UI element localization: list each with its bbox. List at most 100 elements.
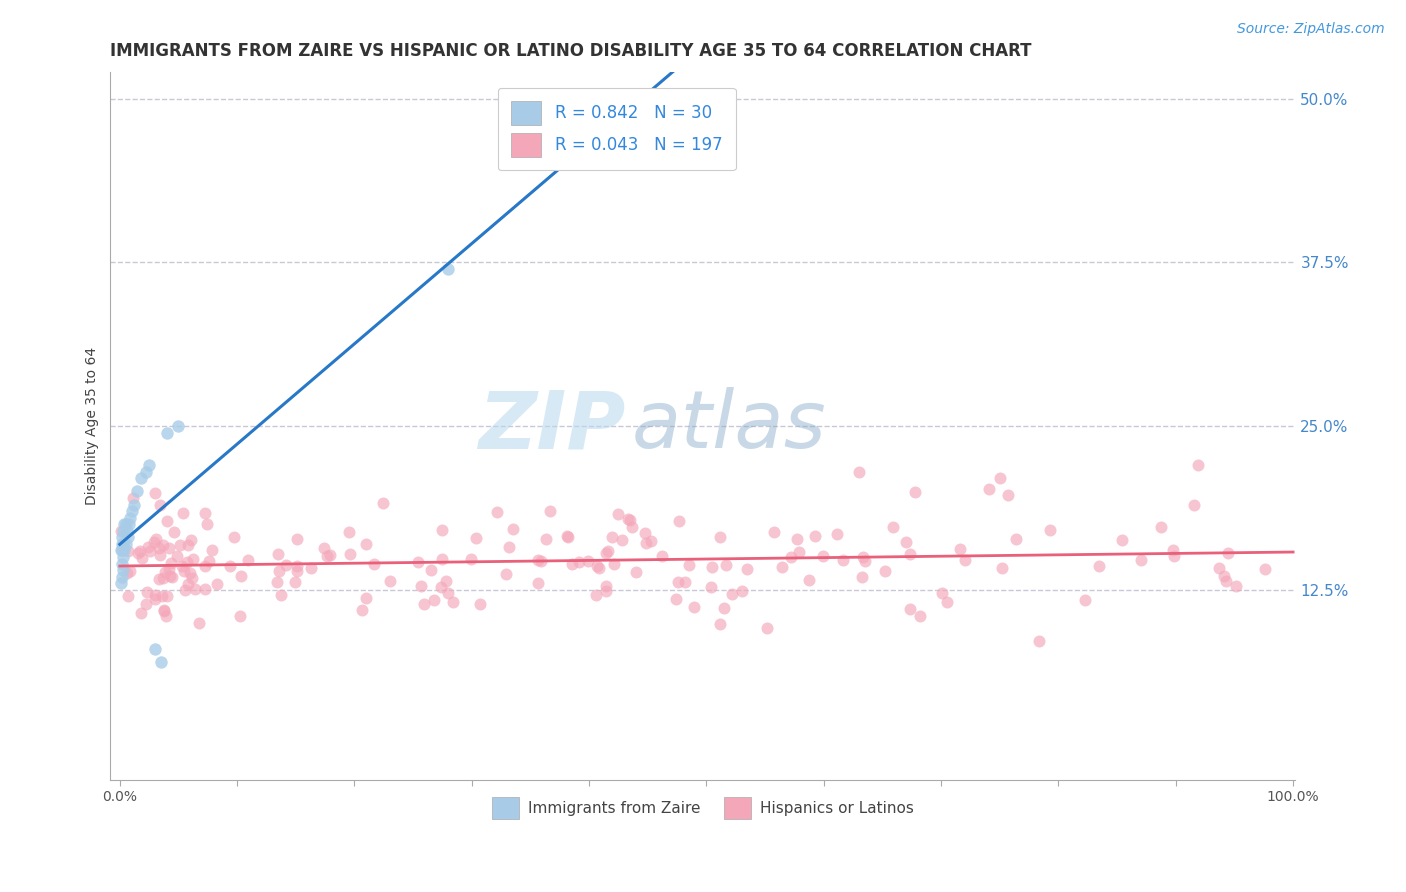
Point — [665, 592, 688, 607]
Point — [498, 540, 520, 554]
Point — [634, 536, 657, 550]
Point — [595, 545, 617, 559]
Text: ZIP: ZIP — [478, 387, 626, 465]
Point — [1161, 542, 1184, 557]
Point — [159, 562, 181, 576]
Point — [557, 530, 579, 544]
Point — [530, 554, 553, 568]
Point — [1088, 559, 1111, 574]
Point — [285, 533, 308, 547]
Point — [135, 584, 157, 599]
Point — [595, 579, 617, 593]
Point — [437, 586, 460, 600]
Point — [779, 550, 801, 565]
Point — [555, 528, 578, 542]
Point — [1218, 546, 1240, 560]
Point — [187, 615, 209, 630]
Point — [143, 588, 166, 602]
Point — [181, 571, 204, 585]
Point — [436, 574, 458, 588]
Point — [851, 570, 873, 584]
Point — [114, 537, 136, 551]
Point — [420, 563, 443, 577]
Point — [607, 507, 630, 521]
Point — [903, 484, 925, 499]
Point — [121, 504, 143, 518]
Point — [111, 543, 134, 558]
Point — [770, 560, 793, 574]
Point — [194, 558, 217, 573]
Point — [586, 559, 609, 574]
Point — [194, 582, 217, 596]
Point — [735, 562, 758, 576]
Point — [1182, 498, 1205, 512]
Point — [1129, 553, 1152, 567]
Point — [118, 517, 141, 532]
Point — [115, 524, 138, 538]
Point — [683, 600, 706, 615]
Point — [527, 576, 550, 591]
Point — [437, 261, 460, 276]
Point — [112, 537, 135, 551]
Point — [831, 553, 853, 567]
Point — [152, 571, 174, 585]
Point — [787, 545, 810, 559]
Point — [148, 572, 170, 586]
Y-axis label: Disability Age 35 to 64: Disability Age 35 to 64 — [86, 347, 100, 505]
Point — [122, 491, 145, 505]
Point — [111, 530, 134, 544]
Point — [624, 565, 647, 579]
Point — [166, 549, 188, 564]
Point — [713, 601, 735, 615]
Point — [668, 514, 690, 528]
Point — [152, 538, 174, 552]
Point — [1005, 532, 1028, 546]
Point — [852, 550, 875, 565]
Point — [538, 504, 561, 518]
Point — [827, 527, 849, 541]
Point — [460, 552, 482, 566]
Point — [502, 522, 524, 536]
Point — [406, 555, 429, 569]
Point — [430, 523, 453, 537]
Point — [155, 608, 177, 623]
Point — [145, 485, 167, 500]
Point — [617, 512, 640, 526]
Point — [527, 553, 550, 567]
Point — [198, 554, 221, 568]
Point — [666, 575, 689, 590]
Text: IMMIGRANTS FROM ZAIRE VS HISPANIC OR LATINO DISABILITY AGE 35 TO 64 CORRELATION : IMMIGRANTS FROM ZAIRE VS HISPANIC OR LAT… — [111, 42, 1032, 60]
Point — [610, 533, 633, 547]
Point — [318, 548, 340, 562]
Point — [731, 584, 754, 599]
Point — [173, 564, 195, 578]
Point — [149, 548, 172, 562]
Point — [1028, 634, 1050, 648]
Point — [898, 602, 921, 616]
Point — [150, 589, 173, 603]
Point — [651, 549, 673, 563]
Point — [709, 617, 731, 632]
Point — [634, 526, 657, 541]
Point — [179, 566, 201, 580]
Point — [709, 530, 731, 544]
Point — [536, 532, 558, 546]
Point — [786, 533, 808, 547]
Point — [135, 465, 157, 479]
Point — [339, 547, 361, 561]
Point — [678, 558, 700, 572]
Point — [129, 606, 152, 620]
Point — [117, 544, 139, 558]
Point — [354, 537, 377, 551]
Point — [117, 589, 139, 603]
Point — [129, 471, 152, 485]
Point — [441, 595, 464, 609]
Point — [316, 549, 339, 563]
Point — [155, 565, 177, 579]
Point — [853, 554, 876, 568]
Point — [640, 533, 662, 548]
Point — [873, 564, 896, 578]
Point — [117, 530, 139, 544]
Point — [138, 458, 160, 473]
Point — [114, 517, 136, 532]
